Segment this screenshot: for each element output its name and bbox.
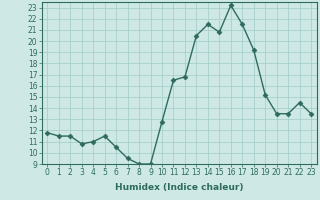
X-axis label: Humidex (Indice chaleur): Humidex (Indice chaleur) — [115, 183, 244, 192]
